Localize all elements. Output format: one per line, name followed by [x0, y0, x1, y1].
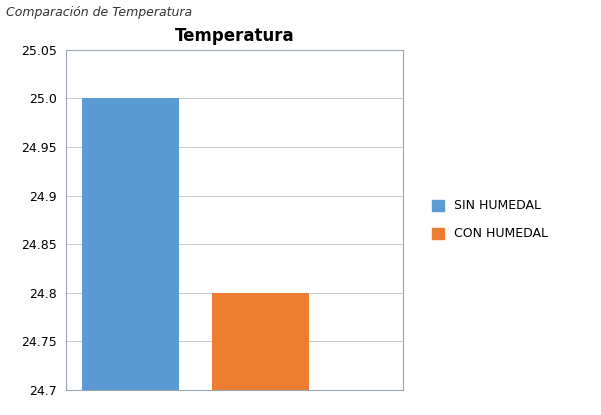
Text: Comparación de Temperatura: Comparación de Temperatura	[6, 6, 192, 19]
Legend: SIN HUMEDAL, CON HUMEDAL: SIN HUMEDAL, CON HUMEDAL	[426, 193, 555, 247]
Title: Temperatura: Temperatura	[174, 27, 294, 46]
Bar	[212, 293, 309, 390]
Bar	[82, 98, 179, 390]
